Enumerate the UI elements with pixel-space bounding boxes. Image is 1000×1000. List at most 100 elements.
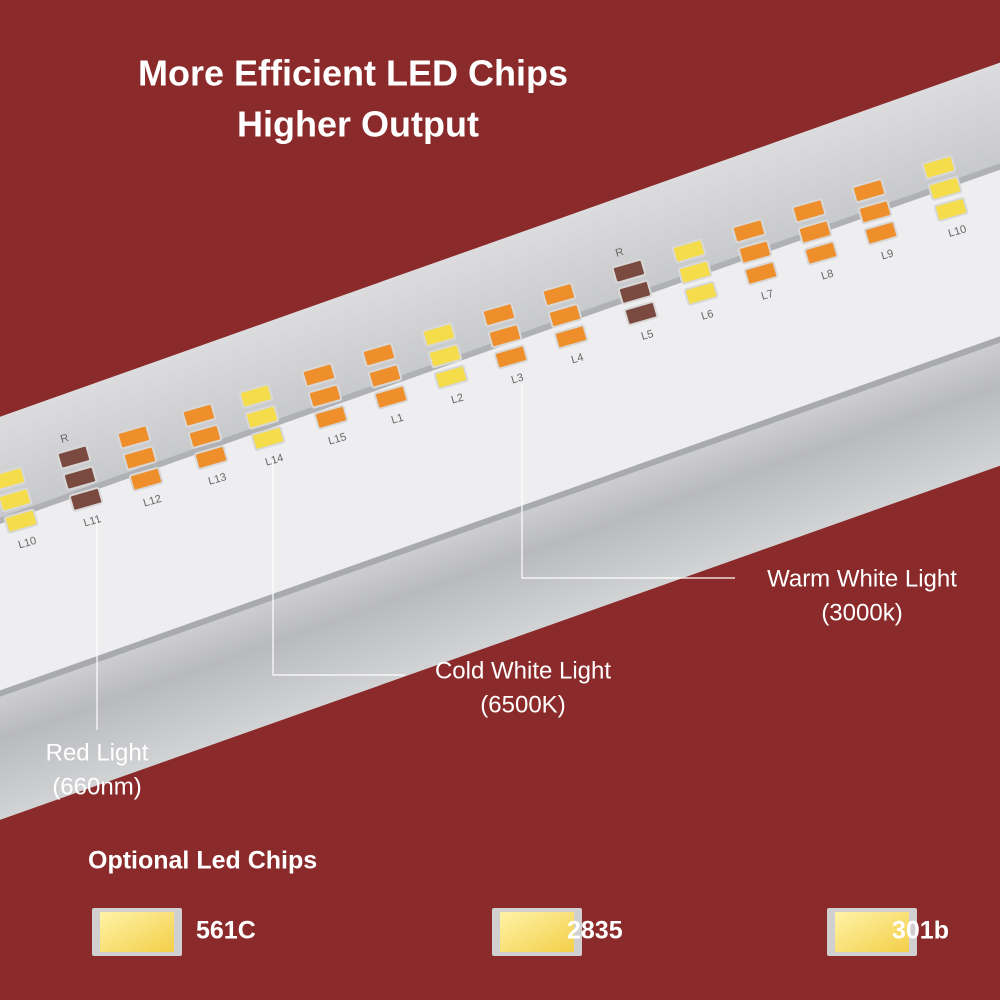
led-chip xyxy=(547,303,583,329)
led-chip xyxy=(927,176,963,201)
chip-group: L10 xyxy=(921,154,969,240)
led-chip xyxy=(671,238,707,264)
led-chip xyxy=(493,344,529,370)
chip-label: L5 xyxy=(640,328,655,343)
led-chip xyxy=(803,240,839,266)
options-title: Optional Led Chips xyxy=(88,847,317,875)
chip-group: L10 xyxy=(0,466,39,552)
chip-label: L14 xyxy=(264,452,285,469)
led-chip xyxy=(683,280,719,306)
led-chip xyxy=(797,219,833,245)
chip-group: L9 xyxy=(851,178,899,263)
chip-group: L15 xyxy=(301,362,349,448)
led-chip xyxy=(181,402,217,428)
chip-icon-face xyxy=(500,912,574,952)
chip-label: L6 xyxy=(700,308,715,323)
led-bar xyxy=(0,0,1000,886)
led-chip xyxy=(244,404,280,430)
led-chip xyxy=(541,282,577,307)
chip-group: L6 xyxy=(671,238,719,323)
led-chip xyxy=(367,363,403,389)
chip-group: L1 xyxy=(361,342,409,427)
chip-group: L4 xyxy=(541,282,589,366)
chip-label: L8 xyxy=(820,268,835,283)
chip-label: L7 xyxy=(760,288,775,303)
led-chip xyxy=(677,259,713,285)
title: Higher Output xyxy=(237,104,479,145)
chip-label: L13 xyxy=(207,471,228,488)
chip-label: L1 xyxy=(390,412,405,427)
title: More Efficient LED Chips xyxy=(138,53,568,94)
led-chip xyxy=(68,486,104,512)
led-chip xyxy=(301,362,337,388)
chip-group: L8 xyxy=(791,198,839,283)
led-chip xyxy=(193,445,229,470)
chip-label: L3 xyxy=(510,372,525,387)
chip-icon-face xyxy=(100,912,174,952)
led-chip xyxy=(553,324,589,350)
led-chip xyxy=(187,423,223,449)
led-chip xyxy=(373,384,409,410)
option-label: 301b xyxy=(892,917,949,945)
led-chip xyxy=(122,445,158,471)
led-chip xyxy=(623,301,659,326)
chip-label: L4 xyxy=(570,351,585,366)
led-chip xyxy=(863,220,899,246)
led-chip xyxy=(62,465,98,491)
led-chip xyxy=(857,199,893,225)
option-label: 2835 xyxy=(567,917,623,945)
callout-detail: (3000k) xyxy=(821,599,902,626)
chip-label: L10 xyxy=(17,535,38,552)
led-chip xyxy=(128,466,164,492)
chip-marker: R xyxy=(614,246,625,260)
chip-group: L5 R xyxy=(611,246,659,343)
led-chip xyxy=(361,342,397,368)
led-chip xyxy=(481,302,517,328)
chip-group: L7 xyxy=(731,218,779,303)
chip-label: L15 xyxy=(327,431,348,448)
led-chip xyxy=(731,218,767,244)
led-chip xyxy=(611,258,647,284)
chip-label: L9 xyxy=(880,248,895,263)
led-chip xyxy=(933,197,969,222)
led-chip xyxy=(56,444,92,470)
led-chip xyxy=(791,198,827,224)
led-chip xyxy=(313,404,349,430)
led-chip xyxy=(921,154,957,180)
chip-group: L3 xyxy=(481,302,529,387)
led-chip xyxy=(433,364,469,390)
callout-lines xyxy=(96,385,735,730)
callout-detail: (660nm) xyxy=(52,773,141,800)
chip-label: L10 xyxy=(947,223,968,240)
chip-label: L12 xyxy=(142,493,163,510)
chip-group: L13 xyxy=(181,402,229,488)
led-chip xyxy=(851,178,887,204)
led-chip xyxy=(427,343,463,369)
callout-detail: (6500K) xyxy=(480,691,565,718)
callout-name: Warm White Light xyxy=(767,565,957,592)
led-chip xyxy=(116,424,152,450)
led-chip xyxy=(0,487,33,513)
chip-marker: R xyxy=(59,432,70,446)
led-chip xyxy=(250,426,286,451)
led-chip xyxy=(617,279,653,305)
led-chip xyxy=(307,383,343,409)
callout-name: Cold White Light xyxy=(435,657,611,684)
led-chip xyxy=(238,383,274,409)
callout-name: Red Light xyxy=(46,739,149,766)
chip-label: L2 xyxy=(450,392,465,407)
chip-group: L2 xyxy=(421,322,469,407)
chip-icon-face xyxy=(835,912,909,952)
options: 561C 2835 301b xyxy=(92,908,949,956)
led-chip xyxy=(421,322,457,348)
led-chip xyxy=(3,508,39,534)
led-chip xyxy=(0,466,27,492)
chip-group: L12 xyxy=(116,424,164,510)
chip-group: L14 xyxy=(238,383,286,469)
led-chip xyxy=(743,260,779,286)
option-label: 561C xyxy=(196,917,256,945)
led-chip xyxy=(737,239,773,265)
